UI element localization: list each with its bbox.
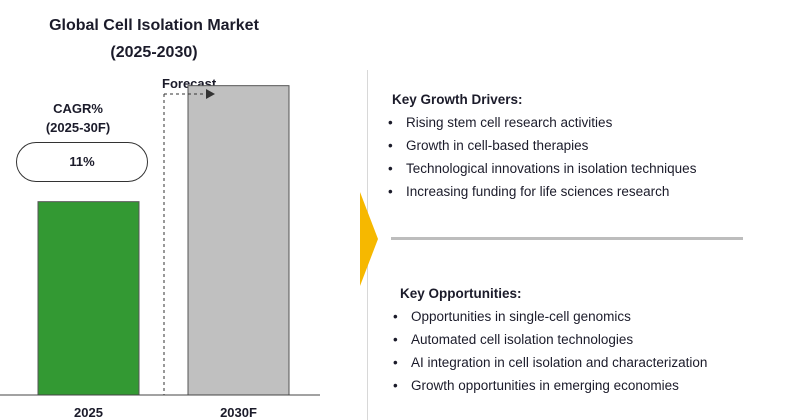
bullet-icon: • bbox=[388, 115, 393, 130]
bar-2030F bbox=[187, 85, 290, 396]
opportunity-item-text: Automated cell isolation technologies bbox=[411, 332, 634, 347]
cagr-label: CAGR% bbox=[53, 101, 103, 116]
chart-title: Global Cell Isolation Market bbox=[49, 17, 259, 34]
opportunity-item-text: Growth opportunities in emerging economi… bbox=[411, 378, 679, 393]
bullet-icon: • bbox=[393, 309, 398, 324]
x-tick-label: 2025 bbox=[74, 405, 103, 420]
opportunity-item: • Automated cell isolation technologies bbox=[393, 328, 707, 351]
opportunities-list: • Opportunities in single-cell genomics • A… bbox=[393, 305, 707, 397]
bullet-icon: • bbox=[393, 355, 398, 370]
driver-item: • Technological innovations in isolation … bbox=[388, 157, 696, 180]
forecast-arrow-icon bbox=[206, 89, 215, 99]
bullet-icon: • bbox=[388, 161, 393, 176]
drivers-heading: Key Growth Drivers: bbox=[392, 92, 523, 107]
bullet-icon: • bbox=[388, 138, 393, 153]
bullet-icon: • bbox=[393, 378, 398, 393]
cagr-period-label: (2025-30F) bbox=[45, 120, 111, 135]
bar-2025 bbox=[37, 201, 140, 396]
x-tick-label: 2030F bbox=[220, 405, 257, 420]
chevron-right-icon bbox=[360, 192, 378, 286]
opportunity-item: • Opportunities in single-cell genomics bbox=[393, 305, 707, 328]
driver-item-text: Technological innovations in isolation t… bbox=[406, 161, 697, 176]
driver-item-text: Increasing funding for life sciences res… bbox=[406, 184, 670, 199]
driver-item: • Rising stem cell research activities bbox=[388, 111, 696, 134]
chart-subtitle: (2025-2030) bbox=[110, 44, 198, 61]
driver-item-text: Rising stem cell research activities bbox=[406, 115, 613, 130]
cagr-value-badge: 11% bbox=[16, 142, 148, 182]
opportunity-item: • Growth opportunities in emerging econom… bbox=[393, 374, 707, 397]
opportunity-item-text: Opportunities in single-cell genomics bbox=[411, 309, 631, 324]
opportunities-heading: Key Opportunities: bbox=[400, 286, 522, 301]
drivers-list: • Rising stem cell research activities • Gr… bbox=[388, 111, 696, 203]
bullet-icon: • bbox=[388, 184, 393, 199]
bullet-icon: • bbox=[393, 332, 398, 347]
opportunity-item: • AI integration in cell isolation and ch… bbox=[393, 351, 707, 374]
section-divider bbox=[391, 237, 743, 240]
driver-item-text: Growth in cell-based therapies bbox=[406, 138, 589, 153]
driver-item: • Growth in cell-based therapies bbox=[388, 134, 696, 157]
opportunity-item-text: AI integration in cell isolation and cha… bbox=[411, 355, 708, 370]
bar-chart: 2025 2030F bbox=[0, 85, 320, 420]
driver-item: • Increasing funding for life sciences re… bbox=[388, 180, 696, 203]
